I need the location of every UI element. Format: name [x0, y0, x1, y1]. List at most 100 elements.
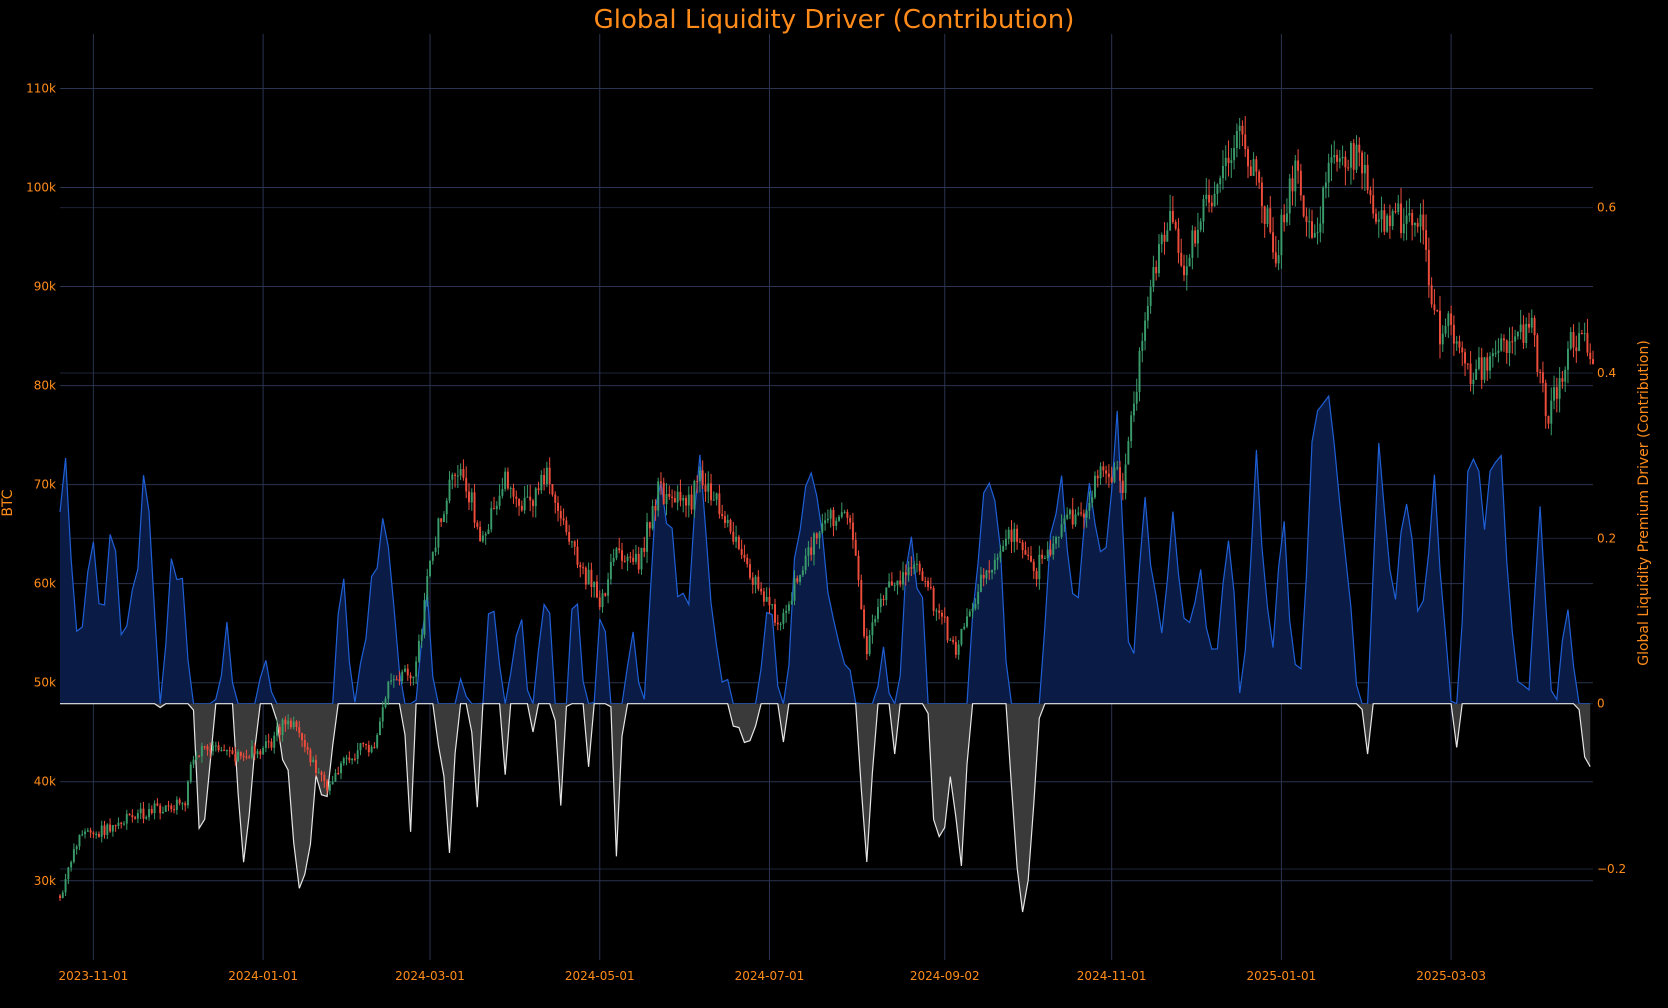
candle-body: [885, 587, 888, 601]
x-tick-label: 2024-07-01: [735, 969, 805, 983]
candle: [1319, 206, 1322, 243]
driver-negative-fill: [60, 703, 1591, 912]
candle: [868, 630, 871, 657]
candle: [1088, 491, 1091, 520]
candle-body: [181, 803, 184, 805]
candle: [776, 614, 779, 631]
candle: [687, 486, 690, 518]
candle: [501, 477, 504, 499]
candle: [1185, 254, 1188, 291]
candle: [1233, 135, 1236, 170]
candle-body: [843, 511, 846, 513]
candle: [367, 740, 370, 757]
candle: [576, 539, 579, 569]
candle: [835, 517, 838, 531]
candle: [1380, 196, 1383, 233]
candle: [109, 818, 112, 833]
candle: [1032, 558, 1035, 580]
candle: [888, 573, 891, 588]
candle: [192, 755, 195, 769]
candle: [225, 749, 228, 756]
candle-body: [590, 569, 593, 588]
candle-body: [404, 668, 406, 672]
candle-body: [1171, 210, 1174, 223]
candle-body: [134, 817, 137, 819]
candle: [865, 628, 868, 661]
candle: [701, 460, 704, 490]
candle: [206, 744, 209, 756]
candle: [1369, 186, 1372, 204]
candle: [952, 636, 955, 645]
candle-body: [451, 474, 454, 480]
candle-body: [1132, 403, 1135, 416]
candle-body: [721, 513, 724, 517]
candle: [490, 501, 493, 533]
candle: [863, 604, 866, 639]
candle: [139, 802, 142, 820]
candle: [220, 746, 223, 752]
candle-body: [1308, 221, 1311, 223]
candle-body: [479, 526, 482, 542]
candle: [929, 577, 932, 590]
candle-body: [601, 593, 604, 608]
candle: [440, 518, 443, 527]
candle-body: [59, 895, 61, 898]
candle-body: [832, 509, 835, 526]
candle-body: [1060, 524, 1063, 537]
candle: [1169, 194, 1172, 231]
candle-body: [1316, 232, 1319, 234]
candle-body: [287, 720, 290, 725]
candle: [1347, 159, 1350, 172]
candle-body: [184, 803, 187, 806]
candle-body: [1469, 363, 1472, 385]
candle: [495, 501, 498, 516]
candle: [89, 827, 92, 838]
candle-body: [1216, 184, 1219, 194]
candle-body: [1269, 208, 1272, 233]
candle-body: [662, 482, 665, 505]
candle: [1419, 203, 1422, 243]
candle: [1004, 529, 1007, 550]
candle-body: [1027, 554, 1030, 556]
candle-body: [495, 505, 498, 510]
candle-body: [1166, 230, 1169, 242]
candle: [1486, 352, 1489, 381]
candle-body: [698, 470, 701, 482]
candle: [545, 461, 548, 488]
candle-body: [1141, 340, 1144, 351]
candle: [164, 805, 167, 812]
candle: [749, 558, 751, 580]
candle: [468, 483, 470, 510]
candle-body: [1402, 223, 1405, 234]
candle-body: [740, 548, 743, 555]
candle: [1514, 329, 1517, 356]
candle-body: [988, 570, 991, 573]
candle-body: [234, 753, 237, 762]
candle-body: [520, 505, 523, 511]
candle: [493, 496, 495, 510]
candle: [754, 574, 757, 594]
candle: [1322, 185, 1325, 234]
candle: [1480, 347, 1483, 389]
candle-body: [365, 743, 368, 745]
candle-body: [153, 803, 156, 814]
candle-body: [746, 557, 749, 565]
candle: [562, 508, 565, 525]
candle-body: [712, 499, 715, 501]
candle-body: [790, 600, 793, 605]
candle: [554, 491, 557, 514]
candle-body: [1491, 353, 1494, 357]
candle: [982, 568, 985, 587]
candle: [506, 467, 509, 491]
candle-body: [1475, 368, 1478, 380]
candle-body: [673, 498, 676, 503]
driver-negative-line: [60, 703, 1591, 913]
candle: [1158, 234, 1160, 278]
candle-body: [1094, 475, 1096, 498]
candle: [292, 716, 295, 730]
candle: [173, 804, 176, 814]
candle-body: [178, 799, 181, 804]
candle: [1046, 541, 1049, 561]
candle-body: [1191, 230, 1194, 258]
candle-body: [420, 634, 423, 641]
